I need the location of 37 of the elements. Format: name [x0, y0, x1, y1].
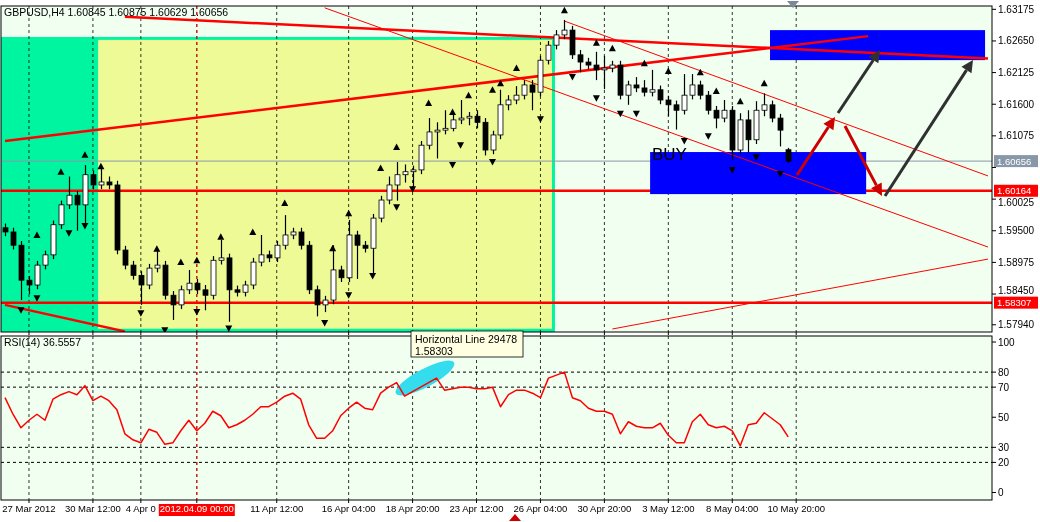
y-tick-label: 1.57940 — [998, 319, 1035, 331]
y-tick-label: 1.58450 — [998, 285, 1035, 297]
y-tick-label: 1.63175 — [998, 3, 1035, 15]
chart-title: RSI(14) 36.5557 — [4, 336, 82, 348]
x-tick-label: 4 Apr 0 — [125, 503, 156, 514]
y-tick-label: 1.59500 — [998, 225, 1035, 237]
x-tick-label: 10 May 20:00 — [767, 503, 825, 514]
y-tick-label: 80 — [998, 366, 1010, 378]
y-tick-label: 0 — [998, 486, 1004, 498]
y-tick-label: 70 — [998, 381, 1010, 393]
y-tick-label: 1.62650 — [998, 35, 1035, 47]
x-tick-label: 3 May 12:00 — [642, 503, 695, 514]
x-tick-label: 16 Apr 04:00 — [321, 503, 376, 514]
x-tick-label: 2012.04.09 00:00 — [159, 503, 234, 514]
y-tick-label: 1.61075 — [998, 130, 1035, 142]
y-tick-label: 1.61600 — [998, 98, 1035, 110]
ref-line-label: 1.60656 — [997, 155, 1032, 167]
y-tick-label: 30 — [998, 441, 1010, 453]
ref-line-label: 1.58307 — [997, 297, 1032, 309]
y-tick-label: 1.62125 — [998, 67, 1035, 79]
y-tick-label: 1.60025 — [998, 197, 1035, 209]
x-tick-label: 18 Apr 20:00 — [385, 503, 440, 514]
x-tick-label: 27 Mar 2012 — [2, 503, 56, 514]
annotation: Horizontal Line 29478 — [415, 333, 518, 345]
x-tick-label: 26 Apr 04:00 — [513, 503, 568, 514]
chart-title: GBPUSD,H4 1.60845 1.60875 1.60629 1.60656 — [4, 6, 229, 18]
x-tick-label: 8 May 04:00 — [706, 503, 759, 514]
y-tick-label: 20 — [998, 456, 1010, 468]
y-tick-label: 100 — [998, 336, 1016, 348]
x-tick-label: 30 Mar 12:00 — [64, 503, 121, 514]
y-tick-label: 50 — [998, 411, 1010, 423]
annotation: 1.58303 — [415, 345, 454, 357]
y-tick-label: 1.58975 — [998, 256, 1035, 268]
ref-line-label: 1.60164 — [997, 185, 1032, 197]
x-tick-label: 30 Apr 20:00 — [577, 503, 632, 514]
x-tick-label: 23 Apr 12:00 — [449, 503, 504, 514]
x-tick-label: 11 Apr 12:00 — [250, 503, 304, 514]
